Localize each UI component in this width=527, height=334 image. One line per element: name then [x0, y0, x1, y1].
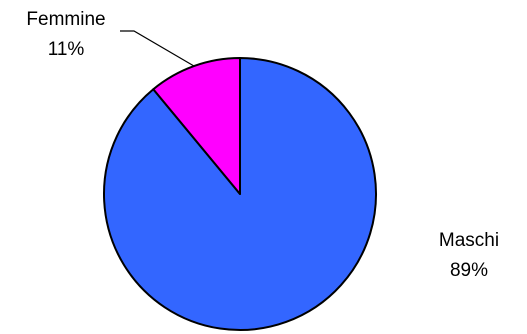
slice-label-maschi: Maschi	[439, 230, 499, 251]
slice-value-femmine: 11%	[48, 39, 85, 60]
slice-value-maschi: 89%	[450, 260, 488, 281]
leader-lines	[120, 30, 195, 67]
pie-slice-femmine	[152, 57, 241, 195]
leader-line-femmine	[120, 30, 195, 67]
slice-label-femmine: Femmine	[26, 9, 105, 30]
pie-slices	[103, 57, 377, 331]
